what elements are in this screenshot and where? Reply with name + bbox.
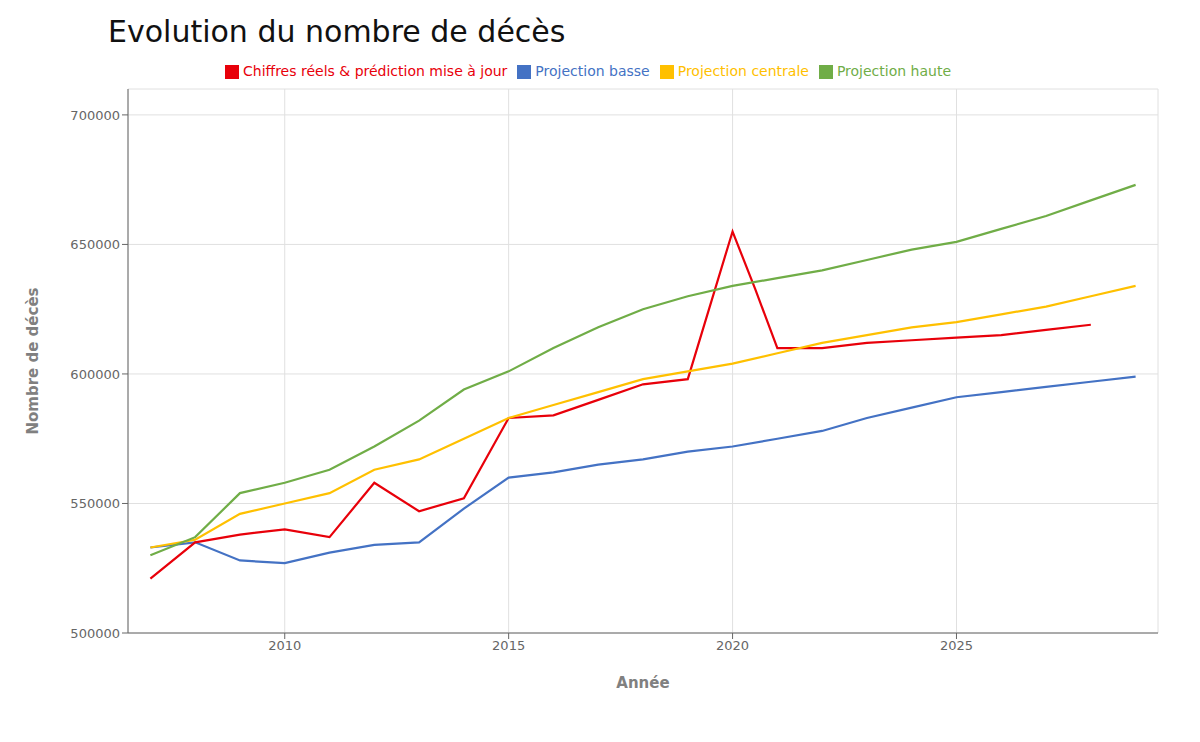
svg-text:Année: Année bbox=[616, 674, 669, 692]
svg-text:600000: 600000 bbox=[70, 367, 120, 382]
html-text:Chiffres réels & prédiction mi: Chiffres réels & prédiction mise à jour bbox=[243, 63, 508, 79]
svg-text:2015: 2015 bbox=[492, 638, 525, 653]
svg-text:Nombre de décès: Nombre de décès bbox=[24, 287, 42, 434]
svg-text:2025: 2025 bbox=[940, 638, 973, 653]
html-text:Evolution du nombre de décès: Evolution du nombre de décès bbox=[108, 14, 566, 49]
svg-text:500000: 500000 bbox=[70, 626, 120, 641]
svg-text:650000: 650000 bbox=[70, 237, 120, 252]
svg-text:2010: 2010 bbox=[268, 638, 301, 653]
html-text:Projection basse: Projection basse bbox=[535, 63, 650, 79]
svg-text:700000: 700000 bbox=[70, 108, 120, 123]
svg-text:550000: 550000 bbox=[70, 496, 120, 511]
svg-text:2020: 2020 bbox=[716, 638, 749, 653]
html-text:Projection centrale: Projection centrale bbox=[677, 63, 809, 79]
html-text:Projection haute: Projection haute bbox=[836, 63, 951, 79]
